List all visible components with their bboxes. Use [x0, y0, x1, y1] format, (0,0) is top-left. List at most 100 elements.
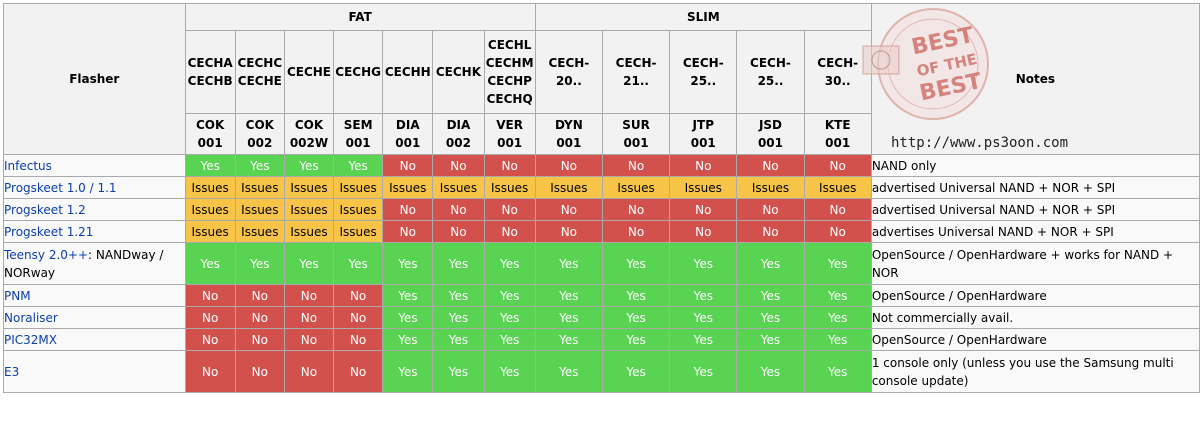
compatibility-cell: No — [432, 220, 485, 243]
compatibility-cell: Yes — [534, 242, 603, 285]
motherboard-code-header: JSD 001 — [736, 113, 805, 155]
compatibility-cell: Yes — [601, 350, 671, 393]
flasher-name-cell: E3 — [3, 350, 186, 393]
flasher-link[interactable]: Progskeet 1.21 — [4, 224, 94, 239]
compatibility-cell: Issues — [382, 176, 434, 199]
compatibility-cell: Yes — [382, 284, 434, 307]
motherboard-code-header: SUR 001 — [601, 113, 671, 155]
compatibility-cell: Yes — [432, 350, 485, 393]
flasher-link[interactable]: PIC32MX — [4, 332, 57, 347]
compatibility-cell: No — [803, 154, 872, 177]
compatibility-cell: No — [483, 198, 536, 221]
compatibility-cell: Yes — [669, 242, 738, 285]
compatibility-cell: Issues — [283, 198, 335, 221]
compatibility-cell: Yes — [184, 154, 236, 177]
flasher-name-suffix: : NANDway / NORway — [4, 247, 164, 280]
compatibility-cell: Issues — [669, 176, 738, 199]
compatibility-cell: No — [669, 198, 738, 221]
notes-cell: advertised Universal NAND + NOR + SPI — [870, 176, 1201, 199]
compatibility-cell: No — [283, 306, 335, 329]
compatibility-cell: Yes — [483, 328, 536, 351]
model-header: CECHL CECHM CECHP CECHQ — [483, 30, 536, 114]
compatibility-cell: No — [333, 284, 384, 307]
compatibility-cell: Yes — [283, 154, 335, 177]
compatibility-cell: Yes — [234, 154, 285, 177]
notes-cell: advertises Universal NAND + NOR + SPI — [870, 220, 1201, 243]
compatibility-cell: Issues — [184, 176, 236, 199]
table-row: E3 No No No No Yes Yes Yes Yes Yes Yes Yes Yes 1 cons… — [3, 350, 1201, 393]
compatibility-cell: Issues — [333, 220, 384, 243]
compatibility-cell: Issues — [283, 220, 335, 243]
compatibility-cell: Yes — [601, 242, 671, 285]
compatibility-cell: Yes — [432, 242, 485, 285]
table-row: Teensy 2.0++: NANDway / NORway Yes Yes Yes Y… — [3, 242, 1201, 285]
motherboard-code-header: DYN 001 — [534, 113, 603, 155]
motherboard-code-header: DIA 001 — [382, 113, 434, 155]
compatibility-cell: No — [736, 198, 805, 221]
compatibility-cell: No — [283, 284, 335, 307]
compatibility-cell: Yes — [534, 350, 603, 393]
compatibility-cell: Yes — [669, 350, 738, 393]
motherboard-code-header: KTE 001 — [803, 113, 872, 155]
flasher-link[interactable]: PNM — [4, 288, 31, 303]
compatibility-cell: No — [483, 154, 536, 177]
compatibility-cell: Yes — [184, 242, 236, 285]
compatibility-cell: No — [803, 220, 872, 243]
compatibility-cell: Yes — [803, 284, 872, 307]
compatibility-cell: No — [234, 350, 285, 393]
compatibility-cell: Yes — [333, 154, 384, 177]
flasher-link[interactable]: Teensy 2.0++ — [4, 247, 89, 262]
compatibility-cell: Issues — [736, 176, 805, 199]
compatibility-cell: No — [601, 154, 671, 177]
flasher-link[interactable]: Progskeet 1.0 / 1.1 — [4, 180, 117, 195]
compatibility-cell: Yes — [483, 306, 536, 329]
table-row: PIC32MX No No No No Yes Yes Yes Yes Yes Yes Yes Yes O… — [3, 328, 1201, 351]
notes-column-header: Notes — [870, 3, 1201, 155]
compatibility-cell: No — [333, 350, 384, 393]
compatibility-cell: No — [601, 220, 671, 243]
model-header: CECHG — [333, 30, 384, 114]
compatibility-cell: No — [669, 154, 738, 177]
compatibility-cell: Yes — [483, 350, 536, 393]
flasher-name-cell: Infectus — [3, 154, 186, 177]
compatibility-cell: Yes — [669, 328, 738, 351]
flasher-link[interactable]: Progskeet 1.2 — [4, 202, 86, 217]
motherboard-code-header: COK 002 — [234, 113, 285, 155]
motherboard-code-header: VER 001 — [483, 113, 536, 155]
model-header: CECHK — [432, 30, 485, 114]
compatibility-cell: Issues — [534, 176, 603, 199]
compatibility-cell: Yes — [432, 328, 485, 351]
compatibility-cell: Yes — [803, 328, 872, 351]
flasher-link[interactable]: Noraliser — [4, 310, 58, 325]
table-row: Progskeet 1.0 / 1.1 Issues Issues Issues Iss… — [3, 176, 1201, 199]
motherboard-code-header: COK 001 — [184, 113, 236, 155]
compatibility-cell: Yes — [736, 328, 805, 351]
compatibility-cell: Yes — [534, 284, 603, 307]
compatibility-cell: Yes — [601, 306, 671, 329]
model-header: CECH-25.. — [669, 30, 738, 114]
table-row: Progskeet 1.2 Issues Issues Issues Issues No N… — [3, 198, 1201, 221]
compatibility-cell: Yes — [483, 284, 536, 307]
notes-cell: advertised Universal NAND + NOR + SPI — [870, 198, 1201, 221]
compatibility-cell: Yes — [333, 242, 384, 285]
compatibility-cell: Yes — [736, 242, 805, 285]
motherboard-code-header: DIA 002 — [432, 113, 485, 155]
compatibility-cell: Yes — [483, 242, 536, 285]
compatibility-cell: Yes — [601, 284, 671, 307]
flasher-compatibility-table: Flasher FAT SLIM Notes CECHA CECHB CECHC CE… — [3, 3, 1201, 393]
motherboard-code-header: SEM 001 — [333, 113, 384, 155]
flasher-name-cell: Progskeet 1.21 — [3, 220, 186, 243]
flasher-name-cell: Noraliser — [3, 306, 186, 329]
compatibility-cell: Yes — [803, 242, 872, 285]
flasher-link[interactable]: Infectus — [4, 158, 52, 173]
notes-cell: Not commercially avail. — [870, 306, 1201, 329]
compatibility-cell: Issues — [283, 176, 335, 199]
flasher-column-header: Flasher — [3, 3, 186, 155]
notes-cell: OpenSource / OpenHardware + works for NA… — [870, 242, 1201, 285]
compatibility-cell: Yes — [669, 284, 738, 307]
compatibility-cell: Yes — [382, 328, 434, 351]
flasher-name-cell: Progskeet 1.0 / 1.1 — [3, 176, 186, 199]
flasher-link[interactable]: E3 — [4, 364, 20, 379]
model-header: CECHH — [382, 30, 434, 114]
model-header: CECH-21.. — [601, 30, 671, 114]
